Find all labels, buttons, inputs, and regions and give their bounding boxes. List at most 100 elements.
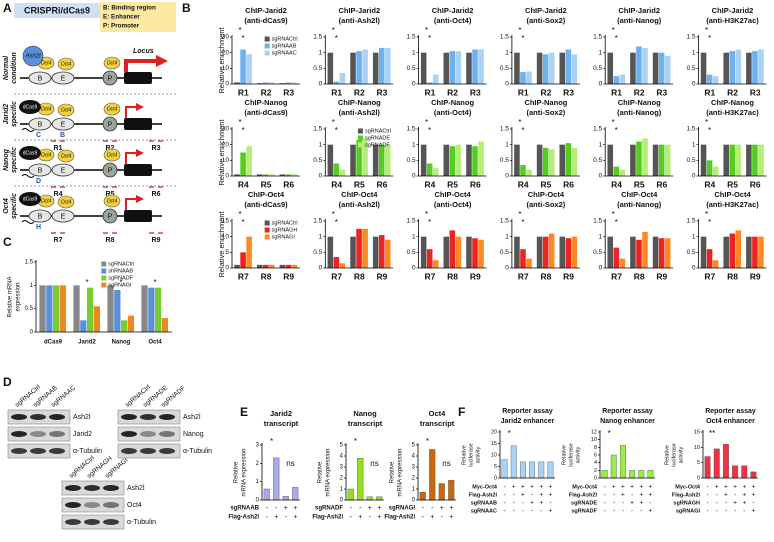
row-label: specific	[11, 193, 18, 219]
y-tick-label: 0	[697, 475, 700, 481]
y-axis-label: mRNA expression	[326, 448, 332, 496]
significance-mark: *	[612, 210, 615, 219]
y-tick-label: 1	[412, 49, 416, 56]
row-label: specific	[11, 101, 18, 127]
y-tick-label: 0.5	[593, 65, 602, 72]
bar	[613, 247, 620, 268]
bar	[285, 264, 292, 268]
bar	[664, 144, 671, 176]
bar	[256, 174, 263, 176]
dcas9-label: dCas9	[23, 150, 38, 156]
chart-subtitle: transcript	[264, 419, 299, 428]
y-tick-label: 0.5	[25, 306, 34, 312]
y-axis-label: mRNA expression	[398, 448, 404, 496]
y-tick-label: 0	[225, 265, 229, 272]
blot-strip	[7, 426, 71, 442]
condition-sign: +	[539, 500, 543, 507]
significance-mark: *	[238, 118, 241, 127]
y-tick-label: 1.5	[407, 126, 416, 133]
bar	[273, 457, 280, 501]
bar	[638, 470, 645, 479]
condition-sign: +	[530, 500, 534, 507]
bar	[729, 233, 736, 268]
x-tick-label: R5	[354, 179, 365, 189]
promoter	[102, 162, 118, 178]
arrow-head	[136, 149, 144, 157]
band	[11, 414, 27, 420]
bar	[758, 236, 764, 268]
chart-title: ChIP-Oct4	[434, 190, 471, 199]
y-tick-label: 30	[222, 34, 230, 41]
bar	[432, 260, 439, 268]
condition-label: sgRNAGI	[676, 508, 701, 514]
bar	[378, 47, 385, 84]
x-tick-label: Oct4	[148, 340, 162, 346]
bar	[647, 470, 654, 479]
y-tick-label: 1.5	[686, 34, 695, 41]
chart-subtitle: transcript	[348, 419, 383, 428]
band	[140, 448, 156, 454]
band-label: α-Tubulin	[127, 519, 156, 526]
condition-sign: -	[549, 500, 551, 507]
region	[28, 71, 52, 85]
x-tick-label: R5	[634, 179, 645, 189]
x-tick-label: R9	[656, 271, 667, 281]
condition-sign: +	[630, 500, 634, 507]
bar	[438, 483, 445, 501]
y-tick-label: 4	[412, 454, 416, 460]
bar	[339, 169, 346, 176]
y-tick-label: 0	[412, 498, 416, 504]
y-tick-label: 0.5	[500, 157, 509, 164]
y-tick-label: 1.5	[593, 126, 602, 133]
y-axis-label: activity	[678, 446, 684, 463]
bar	[73, 285, 80, 332]
row-label: Oct4	[3, 198, 10, 214]
y-tick-label: 0	[412, 173, 416, 180]
bar	[642, 231, 648, 268]
bar	[59, 285, 67, 332]
significance-mark: *	[119, 278, 122, 287]
region	[51, 71, 75, 85]
region-label: E	[61, 75, 66, 82]
bar	[565, 143, 572, 176]
bar	[291, 264, 298, 268]
bar	[327, 236, 334, 268]
oct4-label: Oct4	[61, 153, 72, 159]
x-tick-label: R6	[750, 179, 761, 189]
y-axis-label: Relative	[561, 445, 567, 465]
condition-sign: +	[621, 492, 625, 499]
y-tick-label: 1	[319, 49, 323, 56]
bar	[426, 82, 433, 84]
bar	[636, 141, 642, 176]
bar	[750, 471, 757, 479]
oct4-factor	[103, 102, 121, 116]
bar	[155, 287, 162, 332]
band-label: Jarid2	[73, 431, 92, 438]
band	[159, 448, 175, 454]
bar	[571, 236, 578, 268]
condition-sign: +	[649, 484, 653, 491]
oct4-factor	[57, 57, 75, 71]
band-label: Ash2l	[183, 414, 201, 421]
condition-sign: -	[613, 500, 615, 507]
y-tick-label: 0	[412, 81, 416, 88]
bar	[548, 149, 555, 176]
bar	[240, 252, 246, 268]
condition-sign: +	[612, 484, 616, 491]
bar	[652, 144, 659, 176]
bar	[514, 52, 520, 84]
bar	[664, 238, 671, 268]
guide-label: D	[36, 178, 41, 185]
bar	[472, 238, 478, 268]
row-label: Jarid2	[3, 104, 10, 125]
y-tick-label: 10	[491, 452, 497, 458]
bar	[114, 290, 121, 332]
condition-label: Myc-Oct4	[472, 484, 498, 490]
bar	[619, 169, 626, 176]
y-tick-label: 15	[222, 218, 230, 225]
y-tick-label: 1.5	[407, 34, 416, 41]
y-tick-label: 0.5	[593, 249, 602, 256]
y-tick-label: 1.5	[686, 126, 695, 133]
x-tick-label: R5	[727, 179, 738, 189]
condition-label: sgRNAAB	[230, 506, 259, 512]
